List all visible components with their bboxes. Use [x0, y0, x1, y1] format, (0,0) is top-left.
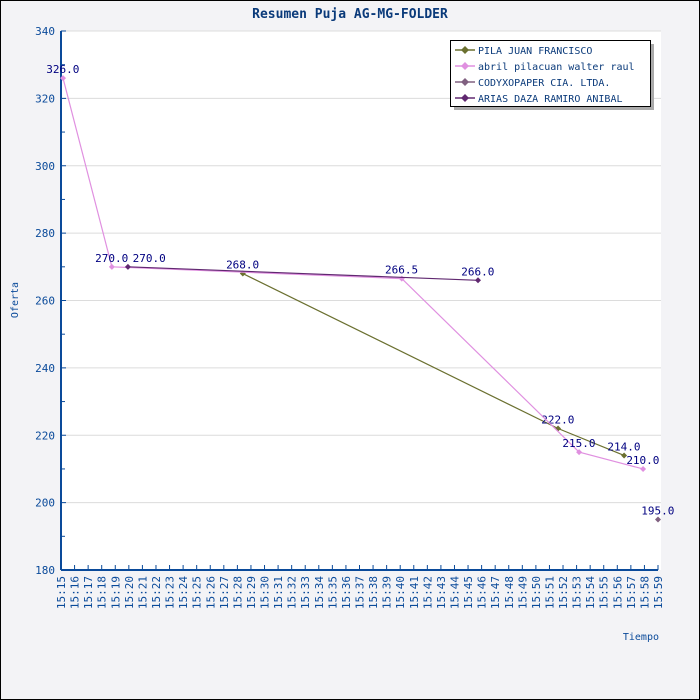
- x-tick-label: 15:40: [394, 576, 407, 609]
- x-tick-label: 15:50: [530, 576, 543, 609]
- data-label: 215.0: [562, 437, 595, 450]
- x-tick-label: 15:31: [272, 576, 285, 609]
- data-label: 214.0: [607, 440, 640, 453]
- y-tick-label: 180: [35, 564, 55, 577]
- data-point-marker: [60, 75, 67, 82]
- legend-marker: [461, 94, 469, 102]
- x-tick-label: 15:36: [340, 576, 353, 609]
- legend-marker: [461, 78, 469, 86]
- x-tick-label: 15:22: [150, 576, 163, 609]
- x-tick-label: 15:59: [652, 576, 665, 609]
- x-tick-label: 15:21: [136, 576, 149, 609]
- y-tick-label: 340: [35, 25, 55, 38]
- x-tick-label: 15:51: [543, 576, 556, 609]
- data-label: 195.0: [641, 504, 674, 517]
- y-tick-label: 300: [35, 160, 55, 173]
- data-point-marker: [124, 263, 131, 270]
- x-tick-label: 15:48: [503, 576, 516, 609]
- x-tick-label: 15:18: [96, 576, 109, 609]
- x-tick-label: 15:54: [584, 576, 597, 609]
- x-tick-label: 15:52: [557, 576, 570, 609]
- y-tick-label: 320: [35, 92, 55, 105]
- x-tick-label: 15:30: [259, 576, 272, 609]
- grid: [61, 30, 661, 504]
- data-label: 268.0: [226, 259, 259, 272]
- data-label: 210.0: [626, 454, 659, 467]
- series-line: [127, 266, 479, 281]
- data-label: 270.0: [95, 252, 128, 265]
- x-tick-label: 15:45: [462, 576, 475, 609]
- x-tick-label: 15:19: [109, 576, 122, 609]
- x-tick-label: 15:29: [245, 576, 258, 609]
- x-tick-label: 15:41: [408, 576, 421, 609]
- x-tick-label: 15:38: [367, 576, 380, 609]
- x-tick-label: 15:43: [435, 576, 448, 609]
- x-tick-label: 15:28: [231, 576, 244, 609]
- legend-box: [450, 40, 651, 107]
- x-tick-label: 15:25: [191, 576, 204, 609]
- legend-entry: CODYXOPAPER CIA. LTDA.: [478, 78, 610, 89]
- x-tick-label: 15:27: [218, 576, 231, 609]
- legend-entry: ARIAS DAZA RAMIRO ANIBAL: [478, 94, 623, 105]
- x-tick-label: 15:17: [82, 576, 95, 609]
- x-tick-label: 15:34: [313, 576, 326, 609]
- x-tick-label: 15:37: [354, 576, 367, 609]
- y-tick-label: 260: [35, 295, 55, 308]
- y-tick-label: 240: [35, 362, 55, 375]
- data-label: 266.0: [461, 265, 494, 278]
- series-layer: 268.0222.0214.0326.0270.0266.5215.0210.0…: [46, 63, 674, 523]
- legend: PILA JUAN FRANCISCO abril pilacuan walter…: [450, 40, 654, 110]
- data-point-marker: [576, 449, 583, 456]
- data-label: 326.0: [46, 63, 79, 76]
- y-tick-label: 200: [35, 497, 55, 510]
- x-tick-label: 15:20: [123, 576, 136, 609]
- data-point-marker: [474, 277, 481, 284]
- x-tick-label: 15:47: [489, 576, 502, 609]
- data-point-marker: [655, 516, 661, 523]
- x-tick-label: 15:15: [55, 576, 68, 609]
- x-tick-label: 15:49: [516, 576, 529, 609]
- x-tick-label: 15:56: [611, 576, 624, 609]
- x-tick-label: 15:55: [598, 576, 611, 609]
- x-tick-label: 15:39: [381, 576, 394, 609]
- y-tick-label: 280: [35, 227, 55, 240]
- x-axis-label: Tiempo: [623, 632, 659, 643]
- x-tick-label: 15:16: [69, 576, 82, 609]
- legend-marker: [461, 46, 469, 54]
- data-label: 266.5: [385, 264, 418, 277]
- legend-entry: PILA JUAN FRANCISCO: [478, 46, 592, 57]
- data-point-marker: [621, 452, 628, 459]
- data-point-marker: [108, 263, 115, 270]
- data-label: 270.0: [133, 252, 166, 265]
- chart-title: Resumen Puja AG-MG-FOLDER: [252, 7, 448, 22]
- legend-entry: abril pilacuan walter raul: [478, 62, 635, 73]
- x-tick-label: 15:26: [204, 576, 217, 609]
- legend-marker: [461, 62, 469, 70]
- x-tick-label: 15:46: [476, 576, 489, 609]
- x-tick-label: 15:57: [625, 576, 638, 609]
- x-tick-label: 15:32: [286, 576, 299, 609]
- y-tick-label: 220: [35, 429, 55, 442]
- x-tick-label: 15:35: [326, 576, 339, 609]
- data-point-marker: [640, 465, 647, 472]
- x-tick-label: 15:44: [448, 576, 461, 609]
- x-tick-label: 15:24: [177, 576, 190, 609]
- x-tick-label: 15:42: [421, 576, 434, 609]
- y-axis-label: Oferta: [10, 282, 21, 318]
- x-tick-label: 15:33: [299, 576, 312, 609]
- x-tick-label: 15:23: [164, 576, 177, 609]
- x-tick-label: 15:58: [638, 576, 651, 609]
- x-tick-label: 15:53: [571, 576, 584, 609]
